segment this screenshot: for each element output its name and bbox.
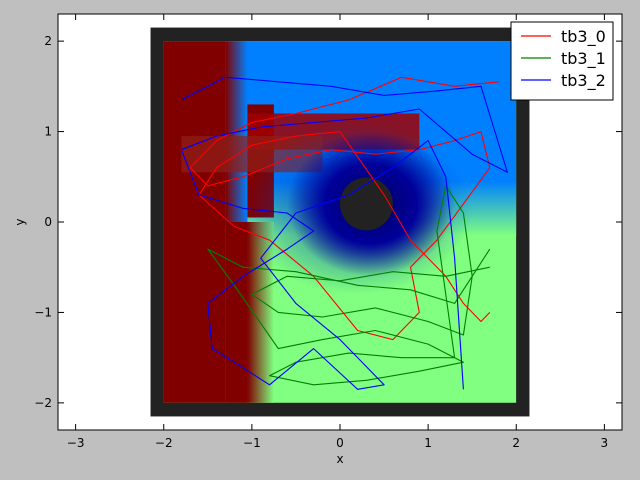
arena-regions <box>163 41 517 403</box>
center-obstacle <box>340 177 393 231</box>
y-tick-label: −1 <box>34 305 52 319</box>
y-tick-label: 1 <box>44 125 52 139</box>
x-tick-label: 0 <box>336 436 344 450</box>
occupancy-map <box>150 27 530 417</box>
series-line-0 <box>189 76 499 341</box>
legend-box <box>510 21 614 101</box>
legend-label-2: tb3_2 <box>561 71 606 91</box>
region-red <box>163 41 226 403</box>
legend-label-0: tb3_0 <box>561 27 606 47</box>
region-red-lower <box>225 222 248 403</box>
x-axis-label: x <box>336 452 343 466</box>
x-tick-label: −1 <box>243 436 261 450</box>
y-tick-label: 2 <box>44 34 52 48</box>
y-tick-label: −2 <box>34 396 52 410</box>
axis-ticks: −3 −2 −1 0 1 2 3 −2 −1 0 1 2 <box>34 14 622 450</box>
x-tick-label: −2 <box>155 436 173 450</box>
y-axis-label: y <box>13 218 27 225</box>
series-line-1 <box>207 185 491 386</box>
x-tick-label: 1 <box>424 436 432 450</box>
y-tick-label: 0 <box>44 215 52 229</box>
series-line-2 <box>180 76 508 390</box>
x-tick-label: 3 <box>601 436 609 450</box>
legend-label-1: tb3_1 <box>561 49 606 69</box>
x-tick-label: −3 <box>67 436 85 450</box>
trajectory-lines <box>180 76 508 390</box>
x-tick-label: 2 <box>512 436 520 450</box>
